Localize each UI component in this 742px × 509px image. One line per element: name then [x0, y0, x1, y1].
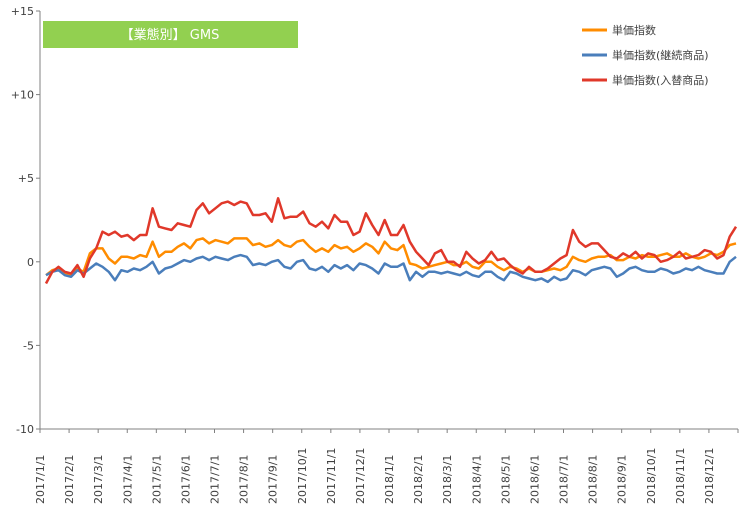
- x-tick-label: 2017/1/1: [34, 455, 47, 504]
- x-tick-label: 2018/8/1: [587, 455, 600, 504]
- banner-title: 【業態別】 GMS: [121, 27, 220, 43]
- x-tick-label: 2017/9/1: [267, 455, 280, 504]
- x-tick-label: 2018/6/1: [528, 455, 541, 504]
- banner-background: [43, 21, 298, 48]
- series-line-0: [45, 237, 737, 277]
- y-tick-label: 0: [27, 256, 34, 269]
- x-tick-label: 2017/10/1: [296, 448, 309, 504]
- chart-banner: 【業態別】 GMS: [43, 21, 298, 48]
- x-tick-label: 2017/11/1: [325, 448, 338, 504]
- y-axis-ticks: +15 +10 +5 0 -5 -10: [11, 5, 40, 436]
- x-tick-label: 2017/6/1: [179, 455, 192, 504]
- legend-label-2: 単価指数(入替商品): [612, 73, 709, 87]
- legend-label-0: 単価指数: [612, 23, 656, 37]
- y-tick-label: -10: [16, 423, 34, 436]
- x-tick-label: 2017/5/1: [150, 455, 163, 504]
- y-tick-label: +10: [11, 89, 34, 102]
- y-tick-label: -5: [23, 339, 34, 352]
- x-tick-label: 2018/10/1: [645, 448, 658, 504]
- x-tick-label: 2017/8/1: [238, 455, 251, 504]
- x-tick-label: 2018/11/1: [674, 448, 687, 504]
- y-tick-label: +15: [11, 5, 34, 18]
- x-tick-label: 2017/7/1: [209, 455, 222, 504]
- x-tick-label: 2018/7/1: [558, 455, 571, 504]
- legend-label-1: 単価指数(継続商品): [612, 48, 709, 62]
- x-tick-label: 2018/4/1: [470, 455, 483, 504]
- x-tick-label: 2018/1/1: [383, 455, 396, 504]
- x-tick-label: 2018/12/1: [703, 448, 716, 504]
- x-tick-label: 2017/4/1: [121, 455, 134, 504]
- chart-series: [44, 197, 738, 285]
- x-tick-label: 2018/3/1: [441, 455, 454, 504]
- x-tick-label: 2017/12/1: [354, 448, 367, 504]
- series-line-2: [44, 197, 738, 285]
- y-tick-label: +5: [18, 172, 34, 185]
- x-tick-label: 2018/5/1: [499, 455, 512, 504]
- x-axis-ticks: 2017/1/1 2017/2/1 2017/3/1 2017/4/1 2017/5/1…: [34, 429, 739, 504]
- series-line-1: [45, 253, 737, 284]
- x-tick-label: 2017/2/1: [63, 455, 76, 504]
- x-tick-label: 2017/3/1: [92, 455, 105, 504]
- x-tick-label: 2018/9/1: [616, 455, 629, 504]
- x-tick-label: 2018/2/1: [412, 455, 425, 504]
